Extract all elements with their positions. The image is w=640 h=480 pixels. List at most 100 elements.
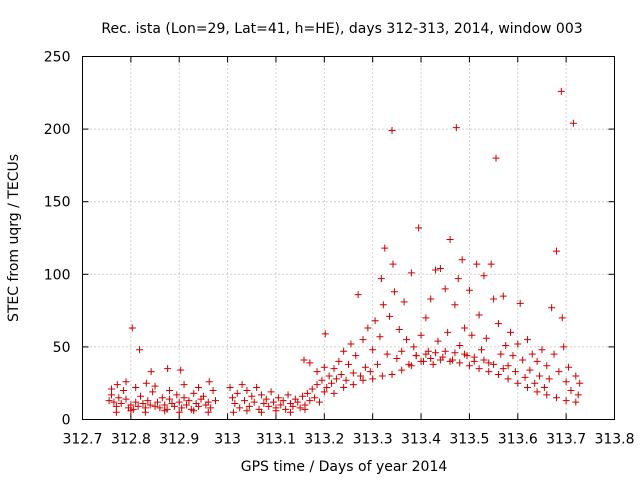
data-point <box>540 384 548 392</box>
data-point <box>528 350 536 358</box>
data-point <box>475 311 483 319</box>
data-point <box>499 292 507 300</box>
y-tick-label: 0 <box>62 413 71 429</box>
data-point <box>492 154 500 162</box>
data-point <box>113 381 121 389</box>
data-point <box>328 379 336 387</box>
data-point <box>490 360 498 368</box>
data-point <box>204 398 212 406</box>
chart-title: Rec. ista (Lon=29, Lat=41, h=HE), days 3… <box>101 21 582 37</box>
data-point <box>444 328 452 336</box>
data-point <box>519 356 527 364</box>
data-point <box>158 394 166 402</box>
data-point <box>146 401 154 409</box>
data-point <box>231 400 239 408</box>
data-point <box>429 360 437 368</box>
data-points <box>105 87 584 416</box>
data-point <box>347 340 355 348</box>
data-point <box>282 405 290 413</box>
data-point <box>354 291 362 299</box>
data-point <box>195 384 203 392</box>
data-point <box>228 394 236 402</box>
data-point <box>313 381 321 389</box>
data-point <box>458 256 466 264</box>
data-point <box>376 333 384 341</box>
data-point <box>393 355 401 363</box>
data-point <box>294 398 302 406</box>
data-point <box>166 386 174 394</box>
x-tick-label: 313.3 <box>353 432 393 448</box>
y-tick-label: 150 <box>44 195 71 211</box>
data-point <box>398 347 406 355</box>
data-point <box>400 298 408 306</box>
data-point <box>536 372 544 380</box>
data-point <box>151 402 159 410</box>
x-axis-label: GPS time / Days of year 2014 <box>241 459 448 475</box>
x-tick-label: 312.8 <box>111 432 151 448</box>
data-point <box>260 400 268 408</box>
data-point <box>560 343 568 351</box>
data-point <box>558 314 566 322</box>
x-tick-label: 313.5 <box>449 432 489 448</box>
data-point <box>335 357 343 365</box>
data-point <box>142 379 150 387</box>
data-point <box>272 407 280 415</box>
data-point <box>195 402 203 410</box>
data-point <box>137 392 145 400</box>
x-tick-label: 313.4 <box>401 432 441 448</box>
data-point <box>366 368 374 376</box>
data-point <box>478 346 485 354</box>
data-point <box>207 404 215 412</box>
data-point <box>284 391 292 399</box>
data-point <box>452 124 460 132</box>
data-point <box>509 352 517 360</box>
data-point <box>241 397 249 405</box>
data-point <box>456 341 464 349</box>
data-point <box>253 384 261 392</box>
data-point <box>161 407 169 415</box>
data-point <box>274 394 282 402</box>
data-point <box>494 370 502 378</box>
data-point <box>446 235 454 243</box>
data-point <box>545 375 553 383</box>
data-point <box>267 388 275 396</box>
data-point <box>480 272 488 280</box>
data-point <box>147 368 155 376</box>
data-point <box>139 400 147 408</box>
data-point <box>432 266 440 274</box>
data-point <box>569 119 577 127</box>
data-point <box>499 365 507 373</box>
data-point <box>485 368 493 376</box>
data-point <box>364 324 372 332</box>
data-point <box>415 224 423 232</box>
data-point <box>567 386 575 394</box>
data-point <box>277 401 285 409</box>
data-point <box>451 301 459 309</box>
data-point <box>514 340 522 348</box>
data-point <box>377 275 385 283</box>
grid <box>82 56 615 420</box>
data-point <box>330 389 338 397</box>
data-point <box>548 304 556 312</box>
data-point <box>257 391 265 399</box>
data-point <box>311 394 319 402</box>
data-point <box>212 397 219 405</box>
data-point <box>349 369 357 377</box>
data-point <box>395 325 403 333</box>
x-tick-label: 313.6 <box>498 432 538 448</box>
data-point <box>572 372 580 380</box>
y-tick-label: 200 <box>44 122 71 138</box>
data-point <box>456 359 464 367</box>
data-point <box>531 379 539 387</box>
x-axis-tick-labels: 312.7 312.8 312.9 313 313.1 313.2 313.3 313.4 31… <box>62 432 634 448</box>
data-point <box>105 397 113 405</box>
data-point <box>279 397 287 405</box>
data-point <box>110 398 118 406</box>
data-point <box>390 288 398 296</box>
data-point <box>361 363 369 371</box>
data-point <box>132 398 140 406</box>
data-point <box>300 356 308 364</box>
data-point <box>205 378 213 386</box>
data-point <box>383 350 391 358</box>
data-point <box>497 350 505 358</box>
